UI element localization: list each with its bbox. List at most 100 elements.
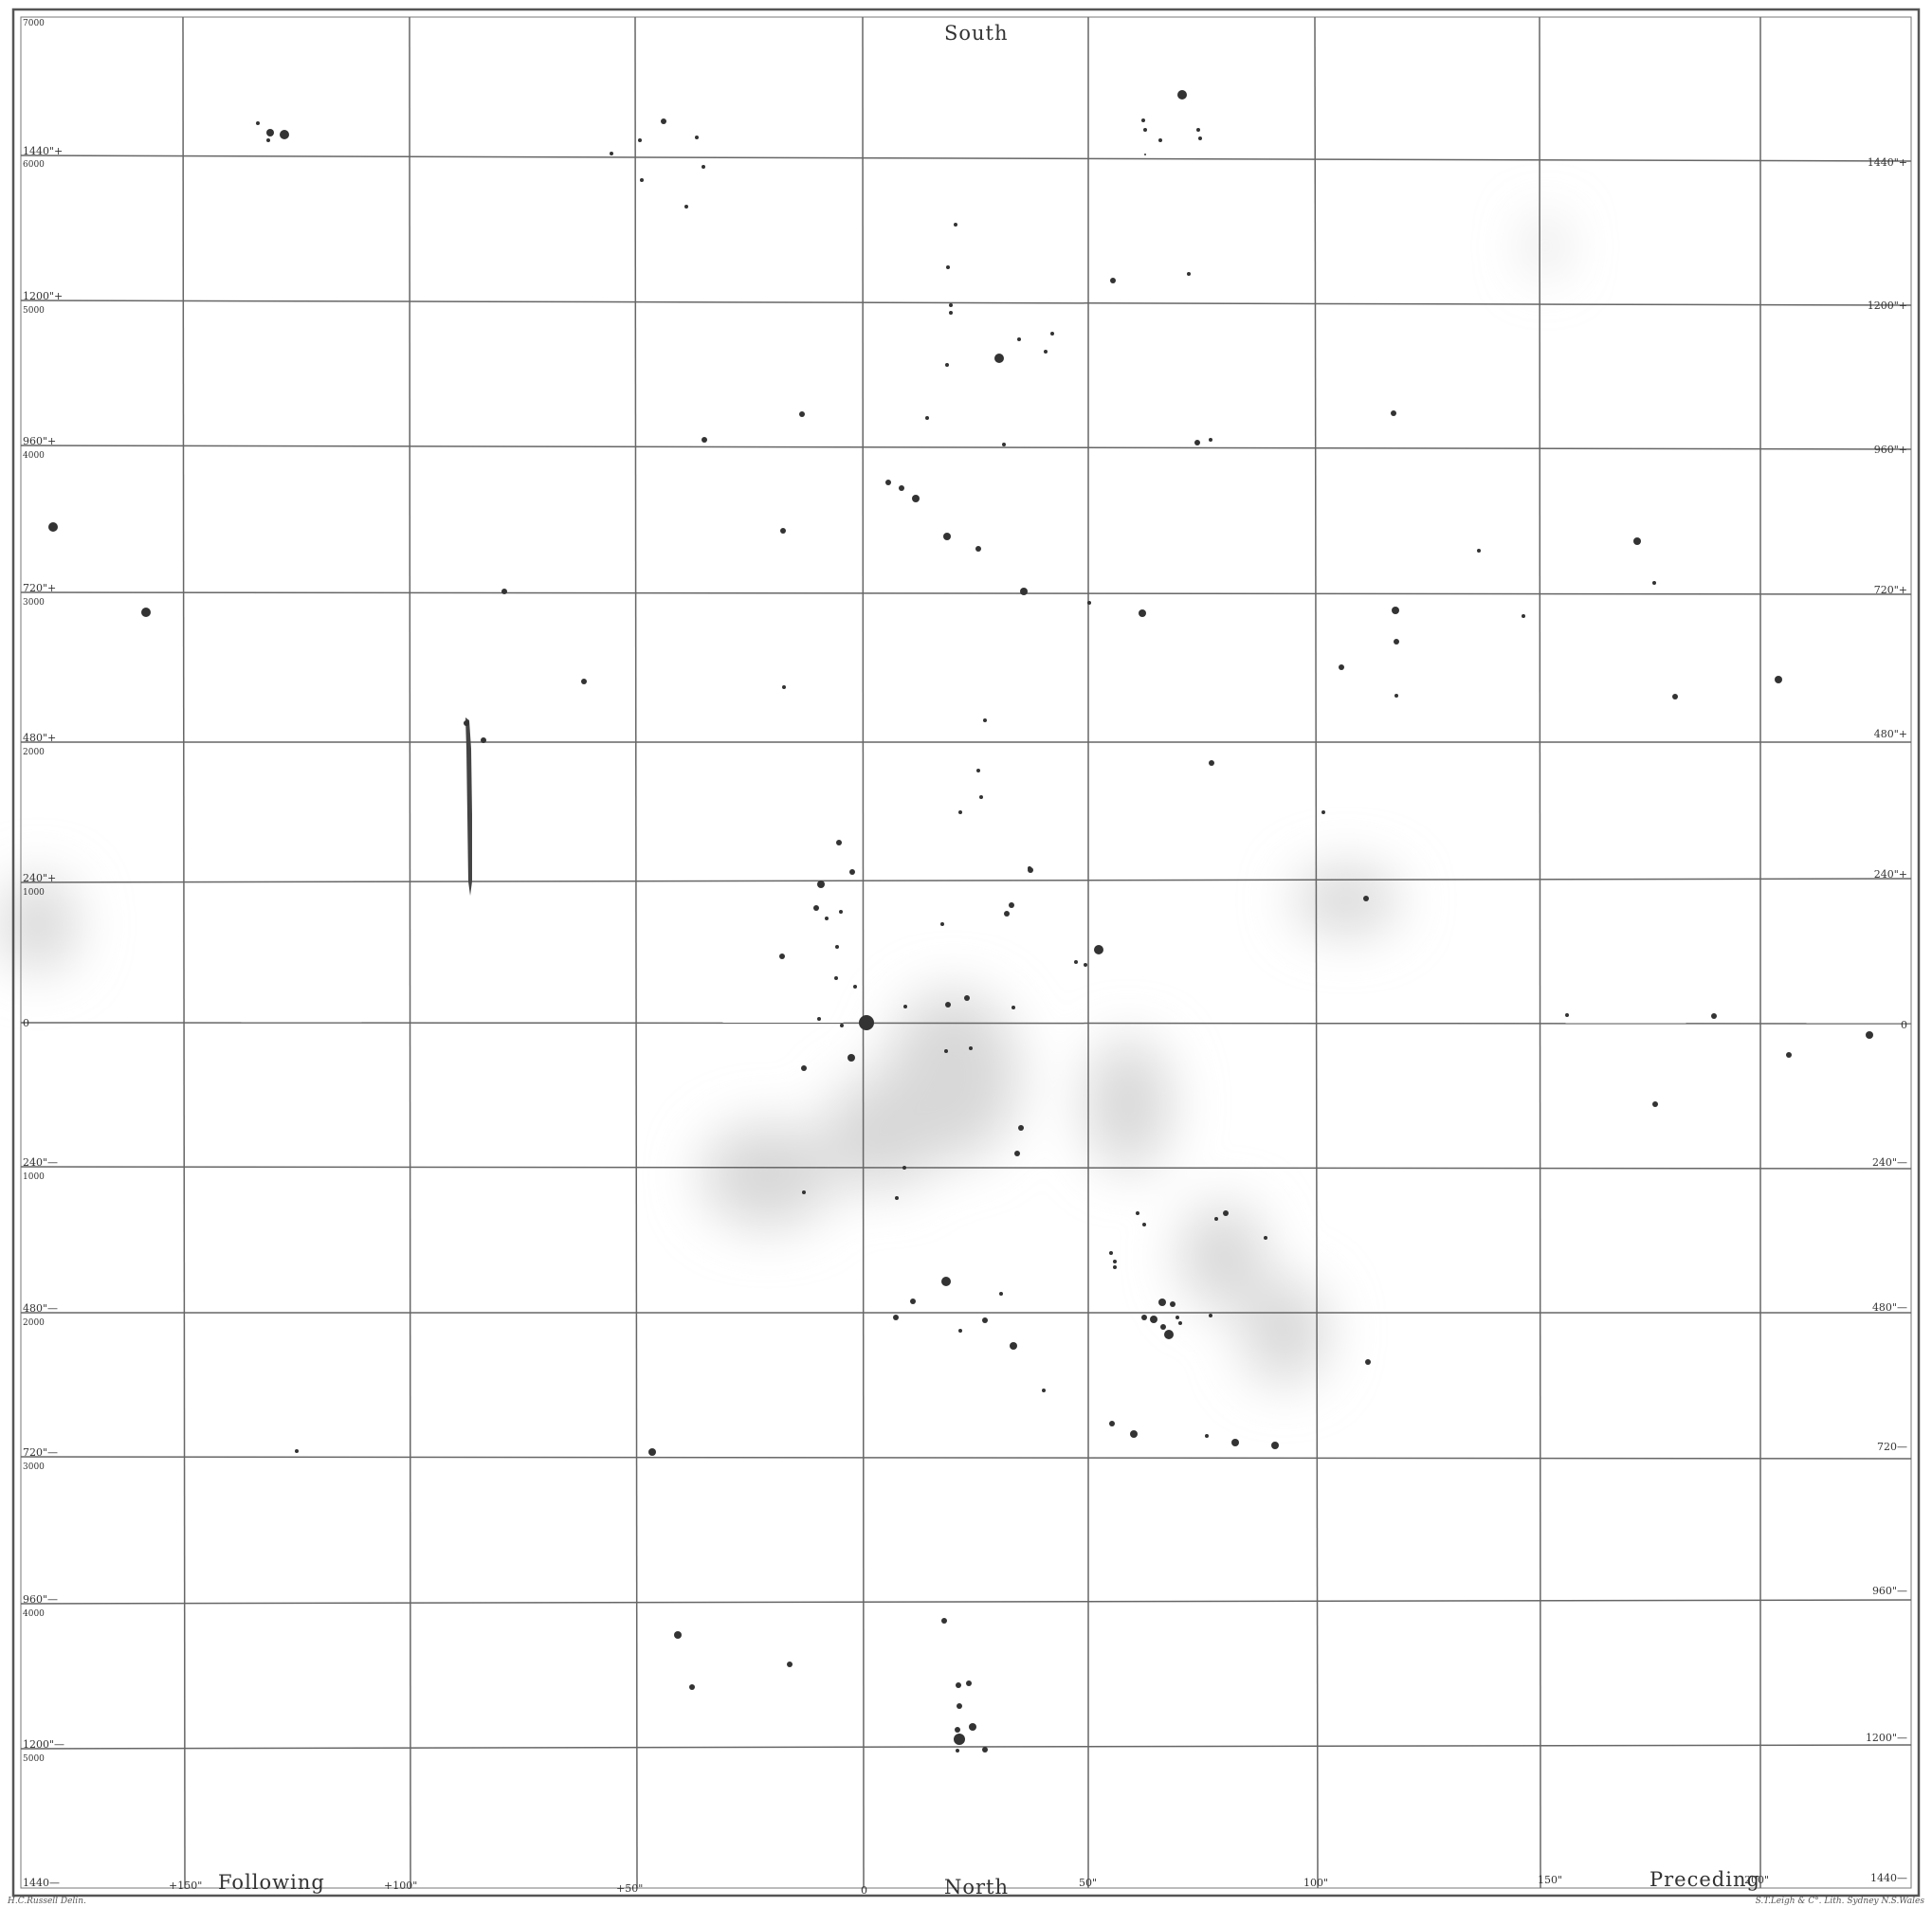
star-65 [979, 795, 983, 799]
star-136 [1130, 1430, 1138, 1438]
declination-grid-lines [20, 154, 1912, 1750]
left-label-9-arc: 480"— [23, 1302, 58, 1315]
star-117 [941, 1277, 951, 1286]
star-1 [256, 121, 260, 125]
star-93 [1012, 1006, 1015, 1009]
star-130 [1164, 1330, 1174, 1339]
star-70 [1775, 676, 1782, 683]
star-2 [266, 138, 270, 142]
star-133 [1209, 1314, 1212, 1317]
star-98 [944, 1049, 948, 1053]
star-119 [999, 1292, 1003, 1296]
star-79 [853, 985, 857, 989]
star-120 [893, 1315, 899, 1320]
star-112 [1113, 1260, 1117, 1263]
star-134 [1365, 1359, 1371, 1365]
star-36 [48, 522, 58, 532]
bottom-label-5: 100" [1303, 1877, 1328, 1889]
bottom-label-0: +150" [169, 1880, 202, 1892]
star-77 [779, 954, 785, 959]
star-48 [1392, 607, 1399, 614]
star-110 [1142, 1223, 1146, 1226]
star-71 [1672, 694, 1678, 699]
star-127 [1158, 1299, 1166, 1306]
star-143 [689, 1684, 695, 1690]
star-15 [1196, 128, 1200, 132]
star-139 [1271, 1442, 1279, 1449]
right-label-1: 1200"+ [1868, 300, 1907, 312]
star-44 [780, 528, 786, 534]
star-45 [1020, 588, 1028, 595]
star-111 [1109, 1251, 1113, 1255]
star-27 [1044, 350, 1048, 354]
star-32 [1002, 443, 1006, 446]
star-131 [1178, 1321, 1182, 1325]
star-125 [1141, 1315, 1147, 1320]
star-8 [640, 178, 644, 182]
right-label-10: 960"— [1872, 1585, 1907, 1597]
star-138 [1231, 1439, 1239, 1446]
star-0 [266, 129, 274, 136]
star-103 [1652, 1101, 1658, 1107]
left-label-7-arc: 0 [23, 1017, 29, 1029]
star-50 [1522, 614, 1525, 618]
right-label-0: 1440"+ [1868, 156, 1907, 169]
star-151 [954, 1734, 965, 1745]
left-label-1-arc: 1440"+ [23, 145, 63, 157]
left-label-3-arc: 960"+ [23, 435, 56, 447]
star-10 [684, 205, 688, 209]
left-label-3-num: 4000 [23, 451, 45, 461]
right-label-2: 960"+ [1874, 444, 1907, 456]
star-51 [1633, 537, 1641, 545]
star-41 [912, 495, 920, 502]
left-label-2-arc: 1200"+ [23, 290, 63, 302]
star-61 [976, 769, 980, 772]
star-80 [817, 1017, 821, 1021]
right-label-4: 480"+ [1874, 728, 1907, 740]
left-label-11-num: 4000 [23, 1609, 45, 1619]
star-116 [1113, 1265, 1117, 1269]
star-16 [1198, 136, 1202, 140]
star-17 [1144, 154, 1146, 155]
star-137 [1205, 1434, 1209, 1438]
star-42 [943, 533, 951, 540]
star-28 [945, 363, 949, 367]
credit-right: S.T.Leigh & C°. Lith. Sydney N.S.Wales [1756, 1897, 1925, 1906]
left-label-8-num: 1000 [23, 1172, 45, 1182]
left-label-5-num: 2000 [23, 748, 45, 757]
bottom-label-4: 50" [1079, 1877, 1097, 1889]
star-144 [787, 1662, 793, 1667]
bottom-label-1: +100" [384, 1880, 417, 1892]
star-85 [1009, 902, 1014, 908]
star-19 [946, 265, 950, 269]
star-109 [1136, 1211, 1139, 1215]
star-66 [836, 840, 842, 845]
star-33 [1194, 440, 1200, 445]
right-label-12: 1440— [1870, 1872, 1907, 1884]
star-73 [813, 905, 819, 911]
star-141 [295, 1449, 299, 1453]
star-18 [954, 223, 957, 227]
left-label-12-arc: 1200"— [23, 1738, 64, 1751]
star-47 [1139, 609, 1146, 617]
star-69 [1363, 896, 1369, 901]
star-37 [141, 608, 151, 617]
star-39 [885, 480, 891, 485]
left-label-6-num: 1000 [23, 888, 45, 898]
star-101 [1866, 1031, 1873, 1039]
star-108 [802, 1190, 806, 1194]
star-57 [782, 685, 786, 689]
star-102 [1711, 1013, 1717, 1019]
star-124 [1042, 1389, 1046, 1392]
star-87 [1028, 867, 1033, 873]
star-52 [1652, 581, 1656, 585]
star-67 [849, 869, 855, 875]
star-145 [941, 1618, 947, 1624]
meteor-trail [465, 717, 472, 896]
star-95 [859, 1015, 874, 1030]
star-9 [702, 165, 705, 169]
star-5 [638, 138, 642, 142]
star-64 [1321, 810, 1325, 814]
star-75 [839, 910, 843, 914]
